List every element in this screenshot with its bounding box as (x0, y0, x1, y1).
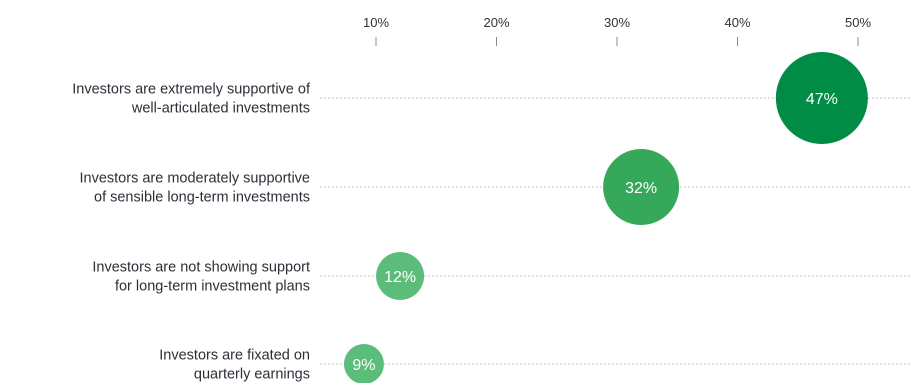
category-label: for long-term investment plans (115, 279, 310, 295)
x-tick-label: 50% (845, 15, 871, 30)
category-label: quarterly earnings (194, 367, 310, 383)
data-label: 12% (384, 269, 416, 286)
data-bubble (775, 52, 868, 144)
x-tick-label: 30% (604, 15, 630, 30)
category-label: well-articulated investments (131, 101, 310, 117)
x-tick-label: 40% (724, 15, 750, 30)
data-bubble (603, 149, 680, 225)
data-label: 32% (625, 180, 657, 197)
data-label: 47% (806, 91, 838, 108)
category-label: Investors are extremely supportive of (72, 82, 311, 98)
data-bubble (376, 252, 425, 300)
data-bubble (343, 344, 384, 383)
x-tick-label: 10% (363, 15, 389, 30)
category-label: Investors are moderately supportive (80, 171, 311, 187)
category-label: Investors are not showing support (92, 260, 310, 276)
category-label: Investors are fixated on (159, 348, 310, 364)
data-label: 9% (352, 357, 375, 374)
x-tick-label: 20% (483, 15, 509, 30)
category-label: of sensible long-term investments (94, 190, 310, 206)
